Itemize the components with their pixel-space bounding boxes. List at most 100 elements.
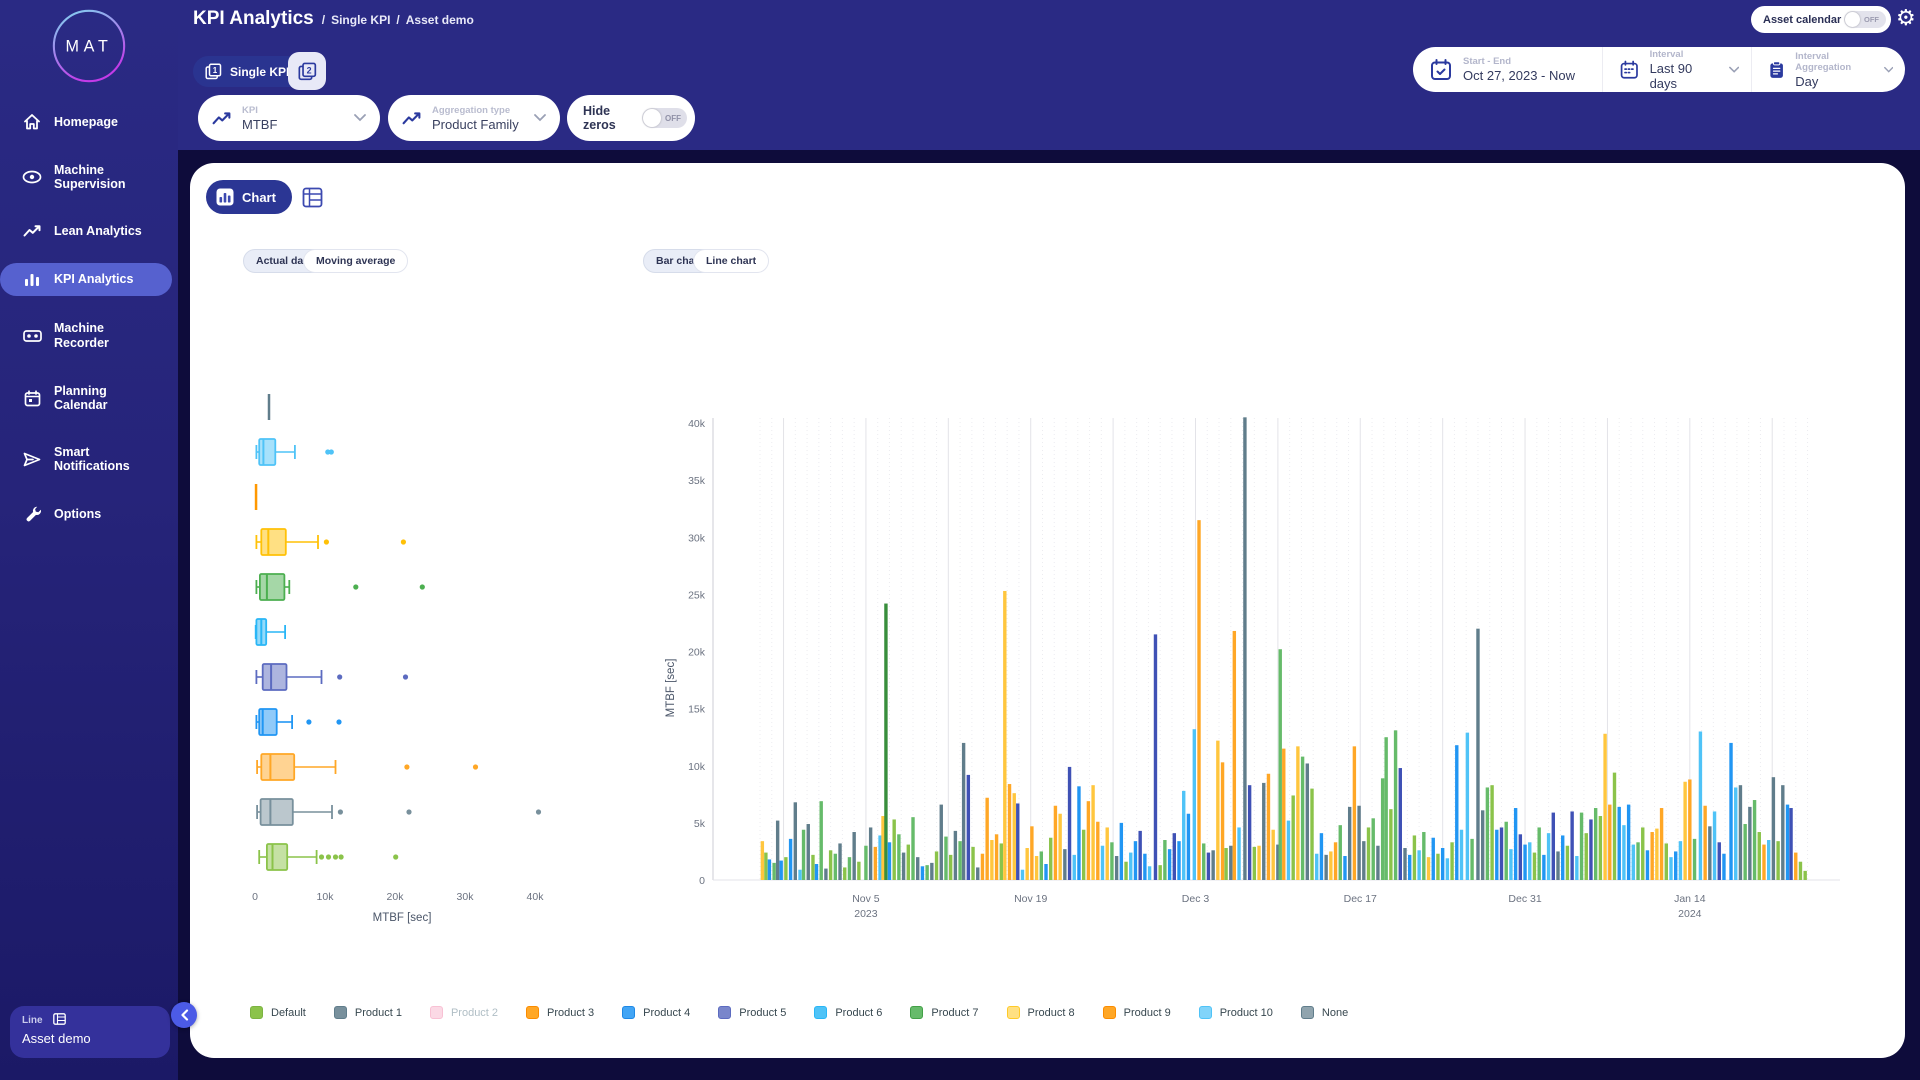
sidebar: MAT Homepage Machine Supervision Lean An…	[0, 0, 178, 1080]
svg-text:25k: 25k	[688, 589, 706, 601]
trend-icon	[212, 111, 231, 124]
legend-swatch	[1006, 1006, 1020, 1019]
hide-zeros-control: Hide zeros OFF	[567, 95, 695, 141]
legend-item[interactable]: Product 8	[1006, 1006, 1075, 1019]
sidebar-item-label: Planning Calendar	[54, 383, 108, 413]
breadcrumb: KPI Analytics / Single KPI / Asset demo	[193, 8, 474, 30]
legend-item[interactable]: Default	[250, 1006, 306, 1019]
timeseries-bar-chart: 0 5k 10k 15k 20k 25k 30k 35k 40k MTBF [sec] Nov 5 2…	[665, 417, 1840, 920]
svg-text:0: 0	[252, 891, 258, 903]
single-kpi-label: Single KPI	[230, 64, 290, 79]
legend-item[interactable]: Product 3	[526, 1006, 594, 1019]
legend-swatch	[814, 1006, 828, 1019]
svg-text:30k: 30k	[457, 891, 475, 903]
calendar-icon	[1620, 60, 1638, 79]
svg-text:35k: 35k	[688, 475, 706, 487]
kpi-label: KPI	[242, 104, 258, 116]
chart-tab-label: Chart	[242, 189, 276, 205]
legend-item[interactable]: Product 4	[622, 1006, 690, 1019]
interval-aggregation-value: Day	[1795, 73, 1819, 89]
line-chart-chip[interactable]: Line chart	[693, 249, 770, 273]
legend-item[interactable]: Product 10	[1198, 1006, 1273, 1019]
moving-average-chip[interactable]: Moving average	[303, 249, 409, 273]
legend-label: Product 3	[547, 1006, 595, 1019]
interval-dropdown[interactable]: Interval Last 90 days	[1603, 47, 1752, 92]
breadcrumb-separator: /	[396, 13, 400, 27]
chart-tab-icon	[216, 188, 234, 206]
svg-text:10k: 10k	[317, 891, 335, 903]
sidebar-item-label: KPI Analytics	[54, 272, 134, 287]
tab-table[interactable]	[302, 187, 323, 213]
breadcrumb-single-kpi[interactable]: Single KPI	[331, 13, 391, 27]
home-icon	[22, 113, 42, 131]
calendar-check-icon	[1431, 58, 1451, 80]
chevron-left-icon	[180, 1009, 188, 1021]
svg-text:2: 2	[306, 65, 311, 75]
svg-text:Nov 19: Nov 19	[1014, 893, 1047, 905]
multi-page-icon: 2	[298, 62, 316, 80]
svg-text:5k: 5k	[694, 818, 706, 830]
sidebar-item-homepage[interactable]: Homepage	[0, 104, 172, 140]
sidebar-item-lean-analytics[interactable]: Lean Analytics	[0, 215, 172, 247]
table-icon	[302, 187, 323, 208]
aggregation-type-value: Product Family	[432, 116, 519, 132]
legend-item[interactable]: Product 7	[910, 1006, 979, 1019]
sidebar-collapse-button[interactable]	[171, 1002, 197, 1028]
breadcrumb-separator: /	[321, 13, 326, 27]
svg-text:0: 0	[699, 875, 705, 887]
sidebar-item-options[interactable]: Options	[0, 496, 172, 531]
actual-data-label: Actual data	[256, 255, 313, 267]
svg-text:15k: 15k	[688, 704, 706, 716]
legend-label: Product 5	[739, 1006, 787, 1019]
legend-label: Product 9	[1123, 1006, 1171, 1019]
legend-label: Default	[271, 1006, 306, 1019]
date-range-label: Start - End	[1463, 56, 1512, 67]
asset-calendar-label: Asset calendar	[1763, 13, 1842, 26]
svg-text:2024: 2024	[1678, 908, 1702, 920]
svg-text:Dec 17: Dec 17	[1344, 893, 1377, 905]
legend-item[interactable]: Product 5	[718, 1006, 786, 1019]
bar-chart-label: Bar chart	[656, 255, 703, 267]
recorder-icon	[22, 329, 42, 343]
legend-swatch	[429, 1006, 443, 1019]
sidebar-item-machine-supervision[interactable]: Machine Supervision	[0, 154, 172, 201]
legend-row: Default Product 1 Product 2 Product 3 Produc…	[250, 1006, 1348, 1019]
trend-icon	[22, 224, 42, 238]
trend-icon	[402, 111, 421, 124]
aggregation-type-label: Aggregation type	[432, 104, 511, 116]
legend-item[interactable]: Product 6	[814, 1006, 882, 1019]
asset-selector-card[interactable]: Line Asset demo	[10, 1006, 170, 1058]
sidebar-item-smart-notifications[interactable]: Smart Notifications	[0, 436, 172, 483]
tab-chart[interactable]: Chart	[206, 180, 292, 214]
settings-gear-icon[interactable]: ⚙	[1896, 5, 1916, 30]
legend-item[interactable]: Product 2	[429, 1006, 498, 1019]
svg-text:40k: 40k	[527, 891, 545, 903]
svg-text:2023: 2023	[854, 908, 878, 920]
sidebar-item-label: Machine Supervision	[54, 163, 126, 192]
svg-text:Dec 31: Dec 31	[1508, 893, 1541, 905]
date-range-control[interactable]: Start - End Oct 27, 2023 - Now	[1413, 47, 1603, 92]
hide-zeros-switch[interactable]: OFF	[642, 108, 687, 128]
interval-aggregation-label: Interval Aggregation	[1795, 50, 1852, 73]
svg-text:20k: 20k	[387, 891, 405, 903]
calendar-icon	[22, 390, 42, 407]
legend-item[interactable]: None	[1300, 1006, 1348, 1019]
single-kpi-tab[interactable]: 1 Single KPI	[193, 56, 306, 87]
kpi-dropdown[interactable]: KPI MTBF	[198, 95, 380, 141]
svg-text:Nov 5: Nov 5	[852, 893, 880, 905]
breadcrumb-asset-demo[interactable]: Asset demo	[405, 13, 474, 27]
legend-item[interactable]: Product 9	[1102, 1006, 1171, 1019]
sidebar-item-kpi-analytics[interactable]: KPI Analytics	[0, 263, 172, 297]
aggregation-type-dropdown[interactable]: Aggregation type Product Family	[388, 95, 560, 141]
app-logo[interactable]: MAT	[0, 0, 178, 92]
legend-item[interactable]: Product 1	[333, 1006, 402, 1019]
eye-icon	[22, 169, 42, 185]
legend-swatch	[910, 1006, 924, 1019]
sidebar-item-planning-calendar[interactable]: Planning Calendar	[0, 375, 172, 422]
interval-aggregation-dropdown[interactable]: Interval Aggregation Day	[1752, 47, 1905, 92]
legend-swatch	[622, 1006, 636, 1019]
asset-calendar-switch[interactable]: OFF	[1844, 11, 1886, 28]
multi-kpi-tab[interactable]: 2	[288, 52, 326, 90]
asset-calendar-toggle-pill[interactable]: Asset calendar OFF	[1751, 6, 1891, 33]
sidebar-item-machine-recorder[interactable]: Machine Recorder	[0, 312, 172, 359]
